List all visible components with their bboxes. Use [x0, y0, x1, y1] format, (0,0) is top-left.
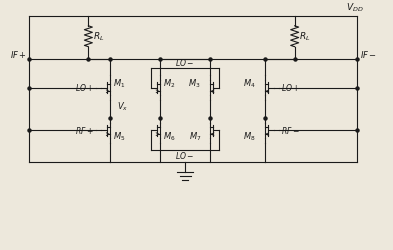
- Text: $RF-$: $RF-$: [281, 125, 300, 136]
- Text: $V_x$: $V_x$: [117, 101, 128, 113]
- Text: $M_3$: $M_3$: [189, 77, 201, 90]
- Text: $IF+$: $IF+$: [10, 49, 27, 60]
- Text: $RF+$: $RF+$: [75, 125, 94, 136]
- Text: $M_5$: $M_5$: [113, 130, 125, 143]
- Text: $R_L$: $R_L$: [93, 31, 104, 44]
- Text: $M_2$: $M_2$: [163, 77, 175, 90]
- Text: $M_4$: $M_4$: [243, 77, 256, 90]
- Text: $LO+$: $LO+$: [281, 82, 301, 93]
- Text: $M_8$: $M_8$: [243, 130, 256, 143]
- Text: $R_L$: $R_L$: [299, 31, 310, 44]
- Text: $V_{DD}$: $V_{DD}$: [346, 2, 363, 14]
- Text: $M_6$: $M_6$: [163, 130, 175, 143]
- Text: $LO+$: $LO+$: [75, 82, 94, 93]
- Text: $LO-$: $LO-$: [175, 150, 195, 161]
- Text: $M_1$: $M_1$: [113, 77, 125, 90]
- Text: $LO-$: $LO-$: [175, 57, 195, 68]
- Text: $IF-$: $IF-$: [360, 49, 378, 60]
- Text: $M_7$: $M_7$: [189, 130, 201, 143]
